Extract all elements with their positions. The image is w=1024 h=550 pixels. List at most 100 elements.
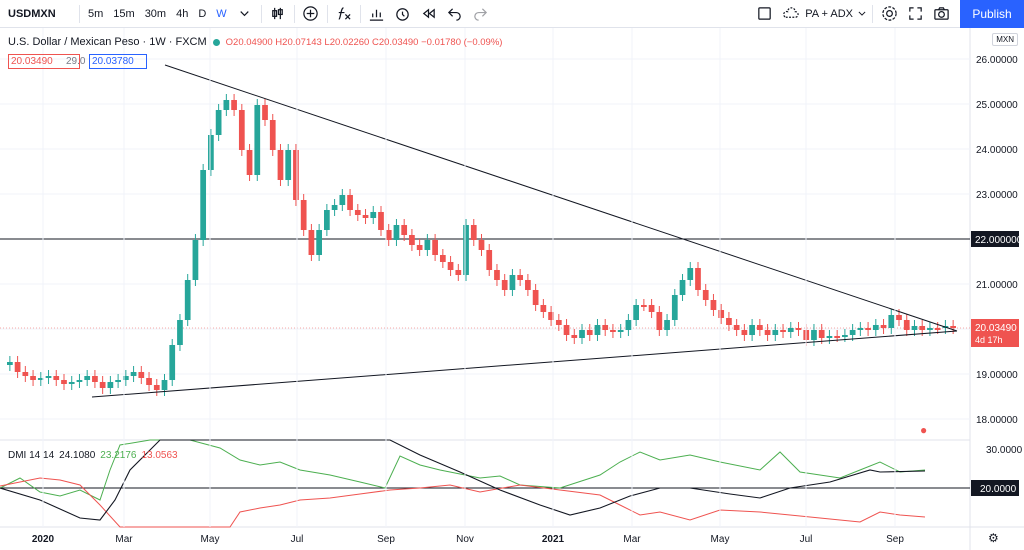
candle: [37, 378, 44, 380]
candle: [517, 275, 524, 280]
candle: [92, 376, 98, 382]
candle: [865, 328, 871, 330]
candle: [695, 268, 701, 290]
time-tick: Mar: [623, 534, 641, 545]
chevron-down-icon[interactable]: [855, 0, 869, 28]
candle: [594, 325, 601, 335]
interval-d[interactable]: D: [198, 7, 207, 20]
candle: [385, 230, 392, 240]
symbol-title: U.S. Dollar / Mexican Peso · 1W · FXCM: [8, 36, 207, 48]
candle: [463, 225, 469, 275]
candle: [339, 195, 346, 205]
candle: [818, 330, 825, 338]
bid-price[interactable]: 20.03490: [8, 54, 80, 69]
candle: [61, 380, 67, 384]
candle: [903, 320, 910, 330]
candle: [293, 150, 299, 200]
interval-15m[interactable]: 15m: [113, 7, 135, 20]
layout-icon[interactable]: [751, 0, 777, 28]
candle: [347, 195, 353, 210]
candle: [115, 380, 121, 382]
interval-30m[interactable]: 30m: [144, 7, 167, 20]
top-toolbar: USDMXN 5m 15m 30m 4h D W PA + ADX: [0, 0, 1024, 28]
financials-icon[interactable]: [364, 0, 390, 28]
dmi-label: DMI 14 14: [8, 450, 55, 461]
candle: [633, 305, 639, 320]
candle: [84, 376, 91, 380]
add-compare-icon[interactable]: [298, 0, 324, 28]
candle: [76, 380, 83, 382]
camera-icon[interactable]: [928, 0, 954, 28]
time-tick: 2021: [542, 534, 565, 545]
candle: [834, 336, 841, 338]
undo-icon[interactable]: [442, 0, 468, 28]
candle: [486, 250, 493, 270]
trendline-lower: [91, 330, 958, 398]
redo-icon[interactable]: [468, 0, 494, 28]
candle: [718, 310, 725, 318]
candle: [842, 335, 848, 337]
candle: [664, 320, 670, 330]
candle: [648, 305, 655, 312]
alert-icon[interactable]: [390, 0, 416, 28]
candle: [7, 362, 13, 365]
price-tick: 23.00000: [976, 190, 1018, 201]
candle: [208, 135, 214, 170]
flag-icon: ●: [920, 423, 927, 437]
candle: [14, 362, 21, 372]
publish-button[interactable]: Publish: [960, 0, 1024, 28]
time-tick: 2020: [32, 534, 55, 545]
candle: [726, 318, 732, 325]
candle: [532, 290, 539, 305]
cloud-icon[interactable]: [777, 0, 803, 28]
fullscreen-icon[interactable]: [902, 0, 928, 28]
level-price-text: 22.000000: [975, 235, 1023, 246]
candle: [138, 372, 145, 378]
candle: [153, 385, 160, 390]
trendline-upper: [164, 64, 958, 332]
candle: [494, 270, 500, 280]
candle: [919, 326, 926, 330]
indicators-template[interactable]: PA + ADX: [805, 7, 853, 20]
ask-price[interactable]: 20.03780: [89, 54, 147, 69]
candle: [826, 336, 833, 338]
candle: [300, 200, 307, 230]
replay-icon[interactable]: [416, 0, 442, 28]
interval-5m[interactable]: 5m: [88, 7, 104, 20]
chevron-down-icon[interactable]: [232, 0, 258, 28]
candle: [68, 382, 75, 384]
gear-icon[interactable]: [876, 0, 902, 28]
candle: [447, 262, 454, 270]
candle: [780, 330, 786, 332]
dmi-plus-line: [0, 439, 926, 501]
plus-di-value: 23.2176: [100, 450, 137, 461]
time-tick: Jul: [291, 534, 304, 545]
candle: [733, 325, 740, 330]
candle: [122, 376, 129, 380]
candle: [795, 328, 802, 330]
candle: [316, 230, 322, 255]
indicators-icon[interactable]: [331, 0, 357, 28]
adx-line: [0, 439, 926, 521]
svg-text:20.0000: 20.0000: [980, 484, 1017, 495]
candle: [617, 330, 624, 332]
symbol-search[interactable]: USDMXN: [8, 7, 56, 20]
price-tick: 24.00000: [976, 145, 1018, 156]
candle: [857, 328, 864, 330]
settings-icon: ⚙: [988, 531, 999, 545]
level-price-label: [971, 231, 1019, 247]
candles-icon[interactable]: [265, 0, 291, 28]
candle: [586, 330, 593, 335]
candle: [99, 382, 106, 388]
interval-4h[interactable]: 4h: [176, 7, 189, 20]
time-tick: Sep: [886, 534, 904, 545]
ohlc-values: O20.04900 H20.07143 L20.02260 C20.03490 …: [225, 36, 503, 48]
candle: [401, 225, 408, 235]
candle: [354, 210, 361, 215]
candle: [45, 376, 52, 378]
interval-w[interactable]: W: [216, 7, 227, 20]
dmi-pane: 20.0000 30.0000: [0, 439, 1023, 528]
currency-selector[interactable]: MXN: [992, 33, 1018, 46]
candle: [811, 330, 817, 340]
